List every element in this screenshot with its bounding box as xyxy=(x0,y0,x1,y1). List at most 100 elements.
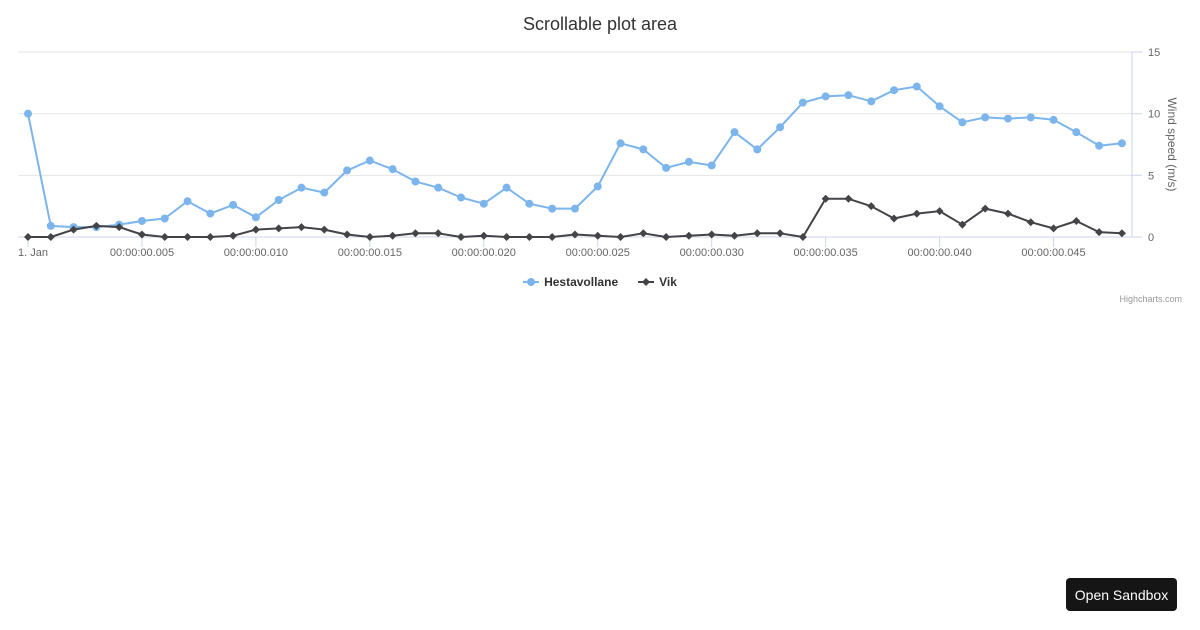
data-point[interactable] xyxy=(1003,114,1012,123)
data-point[interactable] xyxy=(1026,218,1035,227)
data-point[interactable] xyxy=(160,233,169,241)
data-point[interactable] xyxy=(616,233,625,241)
data-point[interactable] xyxy=(684,231,693,240)
data-point[interactable] xyxy=(1095,228,1104,237)
data-point[interactable] xyxy=(1072,128,1081,137)
data-point[interactable] xyxy=(206,233,215,241)
data-point[interactable] xyxy=(320,225,329,234)
data-point[interactable] xyxy=(662,163,671,172)
data-point[interactable] xyxy=(365,233,374,241)
data-point[interactable] xyxy=(479,231,488,240)
data-point[interactable] xyxy=(639,145,648,154)
data-point[interactable] xyxy=(1026,113,1035,122)
data-point[interactable] xyxy=(935,102,944,111)
data-point[interactable] xyxy=(160,214,169,223)
data-point[interactable] xyxy=(343,230,352,239)
data-point[interactable] xyxy=(206,209,215,218)
data-point[interactable] xyxy=(46,233,55,241)
data-point[interactable] xyxy=(912,209,921,218)
data-point[interactable] xyxy=(525,233,534,241)
data-point[interactable] xyxy=(753,145,762,154)
data-point[interactable] xyxy=(753,229,762,238)
data-point[interactable] xyxy=(251,213,260,222)
data-point[interactable] xyxy=(183,233,192,241)
data-point[interactable] xyxy=(502,183,511,192)
data-point[interactable] xyxy=(570,230,579,239)
open-sandbox-button[interactable]: Open Sandbox xyxy=(1066,578,1177,611)
data-point[interactable] xyxy=(1049,224,1058,233)
data-point[interactable] xyxy=(1095,141,1104,150)
series-vik[interactable] xyxy=(24,194,1126,241)
data-point[interactable] xyxy=(229,200,238,209)
data-point[interactable] xyxy=(867,97,876,106)
data-point[interactable] xyxy=(388,165,397,174)
data-point[interactable] xyxy=(1072,216,1081,225)
data-point[interactable] xyxy=(411,177,420,186)
legend-item-hestavollane[interactable]: Hestavollane xyxy=(523,275,618,289)
data-point[interactable] xyxy=(115,223,124,232)
data-point[interactable] xyxy=(502,233,511,241)
data-point[interactable] xyxy=(434,183,443,192)
data-point[interactable] xyxy=(548,204,557,213)
data-point[interactable] xyxy=(69,225,78,234)
data-point[interactable] xyxy=(365,156,374,165)
data-point[interactable] xyxy=(890,86,899,95)
data-point[interactable] xyxy=(229,231,238,240)
data-point[interactable] xyxy=(251,225,260,234)
data-point[interactable] xyxy=(320,188,329,197)
data-point[interactable] xyxy=(388,231,397,240)
data-point[interactable] xyxy=(684,157,693,166)
data-point[interactable] xyxy=(821,194,830,203)
data-point[interactable] xyxy=(92,221,101,230)
data-point[interactable] xyxy=(912,82,921,91)
data-point[interactable] xyxy=(776,229,785,238)
data-point[interactable] xyxy=(867,202,876,211)
data-point[interactable] xyxy=(593,182,602,191)
data-point[interactable] xyxy=(479,199,488,208)
data-point[interactable] xyxy=(343,166,352,175)
data-point[interactable] xyxy=(844,194,853,203)
data-point[interactable] xyxy=(730,128,739,137)
data-point[interactable] xyxy=(137,216,146,225)
data-point[interactable] xyxy=(24,233,32,241)
data-point[interactable] xyxy=(1003,209,1012,218)
data-point[interactable] xyxy=(183,197,192,206)
data-point[interactable] xyxy=(958,220,967,229)
data-point[interactable] xyxy=(890,214,899,223)
data-point[interactable] xyxy=(958,118,967,127)
credits-link[interactable]: Highcharts.com xyxy=(1119,294,1182,304)
data-point[interactable] xyxy=(798,98,807,107)
data-point[interactable] xyxy=(570,204,579,213)
data-point[interactable] xyxy=(730,231,739,240)
data-point[interactable] xyxy=(1117,139,1126,148)
data-point[interactable] xyxy=(935,207,944,216)
legend-item-vik[interactable]: Vik xyxy=(638,275,677,289)
data-point[interactable] xyxy=(137,230,146,239)
data-point[interactable] xyxy=(776,123,785,132)
data-point[interactable] xyxy=(274,224,283,233)
data-point[interactable] xyxy=(616,139,625,148)
data-point[interactable] xyxy=(297,183,306,192)
data-point[interactable] xyxy=(525,199,534,208)
data-point[interactable] xyxy=(593,231,602,240)
data-point[interactable] xyxy=(821,92,830,101)
data-point[interactable] xyxy=(411,229,420,238)
data-point[interactable] xyxy=(548,233,557,241)
data-point[interactable] xyxy=(1049,115,1058,124)
data-point[interactable] xyxy=(662,233,671,241)
data-point[interactable] xyxy=(24,109,32,118)
data-point[interactable] xyxy=(981,204,990,213)
data-point[interactable] xyxy=(297,223,306,232)
data-point[interactable] xyxy=(457,193,466,202)
data-point[interactable] xyxy=(274,196,283,204)
series-hestavollane[interactable] xyxy=(24,82,1126,232)
data-point[interactable] xyxy=(707,161,716,170)
data-point[interactable] xyxy=(1117,229,1126,238)
data-point[interactable] xyxy=(434,229,443,238)
data-point[interactable] xyxy=(457,233,466,241)
data-point[interactable] xyxy=(46,221,55,230)
data-point[interactable] xyxy=(798,233,807,241)
data-point[interactable] xyxy=(707,230,716,239)
data-point[interactable] xyxy=(639,229,648,238)
data-point[interactable] xyxy=(981,113,990,122)
